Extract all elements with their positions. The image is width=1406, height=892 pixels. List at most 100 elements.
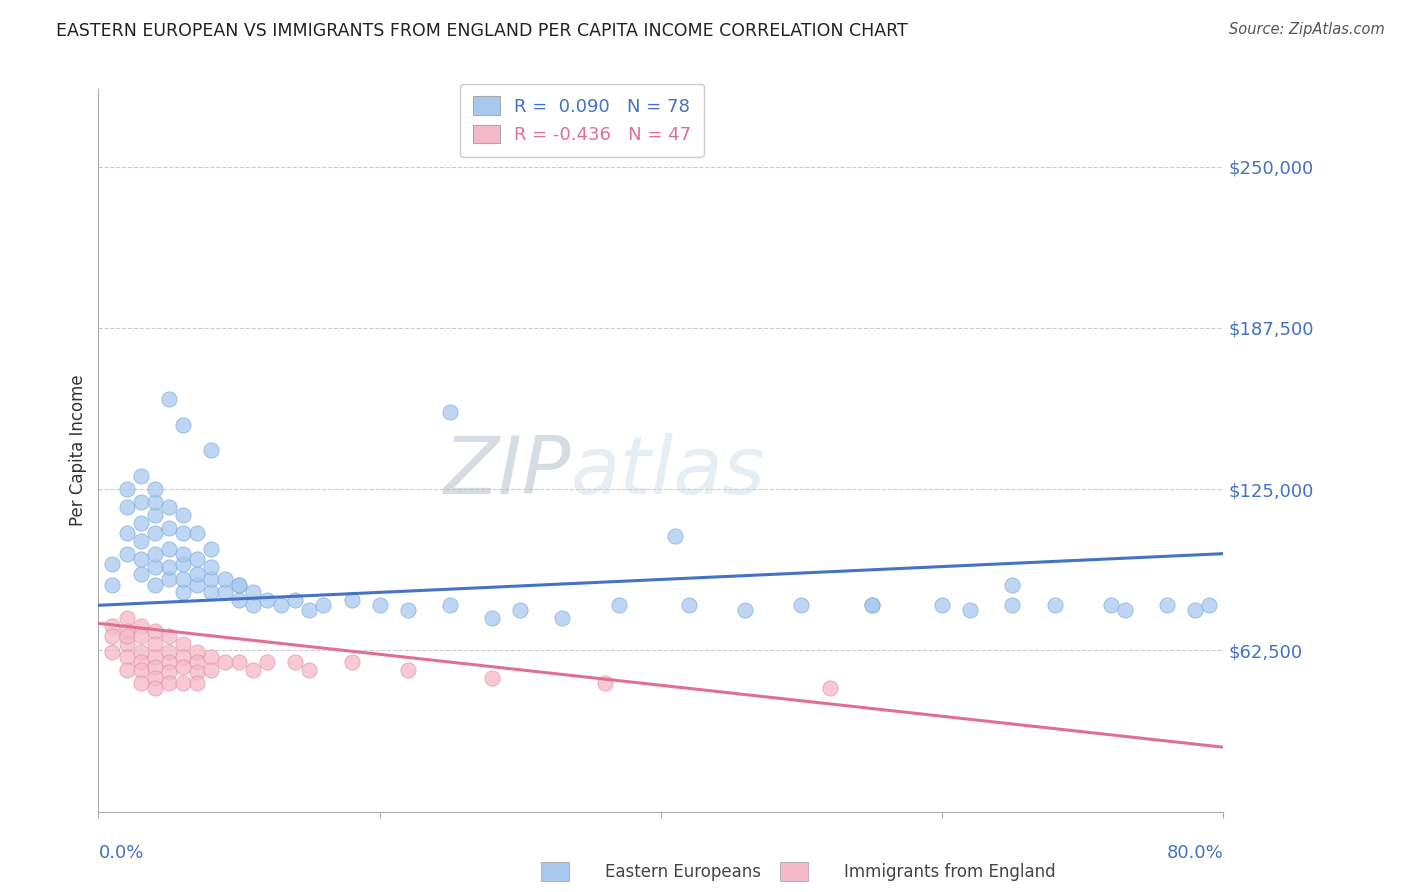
- Point: [790, 599, 813, 613]
- Point: [143, 681, 166, 695]
- Point: [186, 577, 208, 591]
- Point: [228, 577, 250, 591]
- Point: [298, 603, 321, 617]
- Point: [593, 675, 616, 690]
- Point: [143, 547, 166, 561]
- Point: [200, 573, 222, 587]
- Point: [1184, 603, 1206, 617]
- Point: [186, 567, 208, 582]
- Point: [228, 593, 250, 607]
- Point: [186, 665, 208, 680]
- Point: [172, 573, 194, 587]
- Point: [214, 585, 236, 599]
- Text: ZIP: ZIP: [443, 434, 571, 511]
- Point: [200, 443, 222, 458]
- Point: [860, 599, 883, 613]
- Point: [143, 649, 166, 664]
- Point: [551, 611, 574, 625]
- Point: [115, 547, 138, 561]
- Point: [228, 655, 250, 669]
- Point: [439, 405, 461, 419]
- Point: [157, 500, 180, 515]
- Point: [298, 663, 321, 677]
- Point: [129, 469, 152, 483]
- Point: [860, 599, 883, 613]
- Point: [270, 599, 292, 613]
- Point: [157, 645, 180, 659]
- Text: 0.0%: 0.0%: [98, 844, 143, 863]
- Text: EASTERN EUROPEAN VS IMMIGRANTS FROM ENGLAND PER CAPITA INCOME CORRELATION CHART: EASTERN EUROPEAN VS IMMIGRANTS FROM ENGL…: [56, 22, 908, 40]
- Point: [1156, 599, 1178, 613]
- Point: [129, 645, 152, 659]
- Point: [157, 392, 180, 406]
- Point: [607, 599, 630, 613]
- Point: [157, 655, 180, 669]
- Point: [129, 567, 152, 582]
- Point: [115, 624, 138, 639]
- Point: [509, 603, 531, 617]
- Point: [186, 655, 208, 669]
- Point: [818, 681, 841, 695]
- Point: [256, 593, 278, 607]
- Point: [143, 637, 166, 651]
- Point: [172, 675, 194, 690]
- Point: [186, 551, 208, 566]
- Point: [186, 675, 208, 690]
- Point: [931, 599, 953, 613]
- Point: [143, 526, 166, 541]
- Point: [129, 629, 152, 643]
- Point: [1198, 599, 1220, 613]
- Point: [664, 528, 686, 542]
- Point: [214, 573, 236, 587]
- Point: [129, 516, 152, 530]
- Point: [143, 495, 166, 509]
- Point: [143, 482, 166, 496]
- Point: [172, 660, 194, 674]
- Point: [396, 663, 419, 677]
- Point: [368, 599, 391, 613]
- Point: [481, 611, 503, 625]
- Point: [115, 611, 138, 625]
- Text: 80.0%: 80.0%: [1167, 844, 1223, 863]
- Point: [115, 649, 138, 664]
- Text: Immigrants from England: Immigrants from England: [844, 863, 1056, 881]
- Point: [143, 508, 166, 522]
- Point: [242, 585, 264, 599]
- Point: [200, 649, 222, 664]
- Point: [1001, 577, 1024, 591]
- Point: [284, 655, 307, 669]
- Point: [284, 593, 307, 607]
- Point: [143, 559, 166, 574]
- Point: [101, 577, 124, 591]
- Point: [172, 585, 194, 599]
- Point: [256, 655, 278, 669]
- Point: [172, 417, 194, 432]
- Point: [157, 541, 180, 556]
- Point: [115, 663, 138, 677]
- Point: [242, 599, 264, 613]
- Point: [186, 645, 208, 659]
- Point: [115, 637, 138, 651]
- Point: [115, 500, 138, 515]
- Point: [129, 619, 152, 633]
- Point: [101, 645, 124, 659]
- Point: [312, 599, 335, 613]
- Point: [143, 660, 166, 674]
- Point: [172, 526, 194, 541]
- Y-axis label: Per Capita Income: Per Capita Income: [69, 375, 87, 526]
- Point: [143, 577, 166, 591]
- Point: [1001, 599, 1024, 613]
- Point: [129, 533, 152, 548]
- Point: [115, 629, 138, 643]
- Point: [200, 663, 222, 677]
- Point: [101, 557, 124, 571]
- Point: [172, 637, 194, 651]
- Point: [157, 521, 180, 535]
- Point: [200, 559, 222, 574]
- Point: [129, 675, 152, 690]
- Point: [172, 547, 194, 561]
- Point: [228, 577, 250, 591]
- Point: [186, 526, 208, 541]
- Point: [157, 573, 180, 587]
- Point: [340, 593, 363, 607]
